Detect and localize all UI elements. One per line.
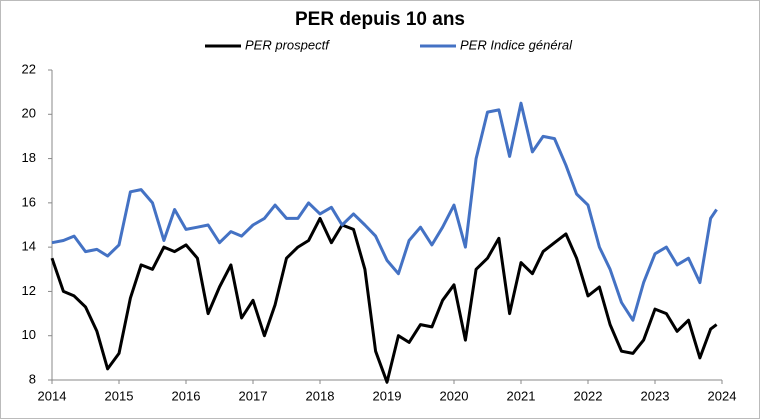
y-tick-label: 14 [22,239,36,254]
x-tick-label: 2020 [440,388,469,403]
legend-label: PER Indice général [460,37,573,52]
x-tick-label: 2019 [373,388,402,403]
x-tick-label: 2021 [507,388,536,403]
y-tick-label: 22 [22,61,36,76]
series-line [51,101,718,322]
x-tick-label: 2023 [641,388,670,403]
x-tick-label: 2016 [172,388,201,403]
x-tick-label: 2017 [239,388,268,403]
series-line [50,216,718,384]
y-tick-label: 12 [22,283,36,298]
y-tick-label: 18 [22,150,36,165]
x-tick-label: 2022 [574,388,603,403]
legend: PER prospectf PER Indice général [205,37,573,52]
x-tick-label: 2014 [38,388,67,403]
y-tick-label: 16 [22,194,36,209]
y-tick-label: 8 [29,371,36,386]
y-tick-label: 20 [22,106,36,121]
chart-title: PER depuis 10 ans [295,9,465,30]
x-tick-label: 2024 [708,388,737,403]
x-tick-label: 2015 [105,388,134,403]
legend-label: PER prospectf [245,37,330,52]
y-tick-label: 10 [22,327,36,342]
x-tick-label: 2018 [306,388,335,403]
